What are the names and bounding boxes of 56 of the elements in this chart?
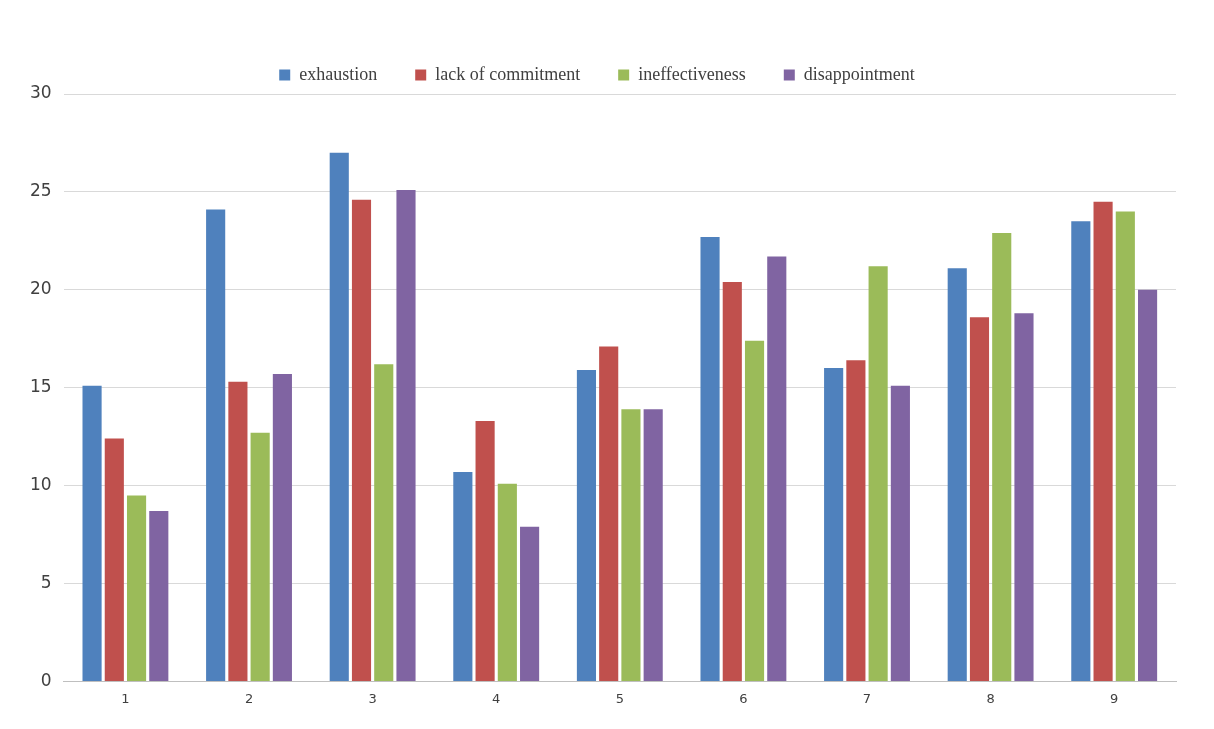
legend-label: disappointment [803, 63, 915, 84]
bar [992, 233, 1012, 681]
y-tick-label: 30 [29, 82, 52, 103]
bar [250, 432, 270, 681]
y-tick-label: 10 [29, 474, 52, 495]
bar [206, 209, 226, 681]
bar [722, 281, 742, 681]
legend-label: ineffectiveness [638, 63, 746, 84]
bar [890, 385, 910, 681]
bar [846, 360, 866, 681]
x-tick-label: 4 [492, 690, 501, 706]
bar [228, 381, 248, 681]
bar [700, 236, 720, 681]
y-tick-label: 15 [29, 376, 52, 397]
y-tick-label: 20 [29, 278, 52, 299]
bar [767, 256, 787, 681]
bar [868, 266, 888, 681]
bar [1115, 211, 1135, 681]
bar [272, 373, 292, 681]
bar [744, 340, 765, 681]
x-tick-label: 7 [862, 690, 872, 706]
bar [947, 268, 967, 681]
bar [497, 483, 517, 681]
bar [126, 495, 147, 681]
bar [329, 152, 349, 681]
bar [104, 438, 124, 681]
y-tick-label: 5 [40, 571, 52, 592]
bar [453, 471, 473, 681]
bar [374, 364, 394, 681]
x-tick-label: 5 [615, 690, 624, 706]
bar [824, 368, 844, 681]
bar [1138, 289, 1158, 681]
legend-label: exhaustion [299, 63, 378, 84]
legend-label: lack of commitment [435, 63, 581, 84]
bar [576, 370, 597, 681]
bar [351, 199, 372, 681]
y-tick-label: 25 [29, 180, 52, 201]
bar [621, 409, 641, 681]
x-tick-label: 8 [986, 690, 995, 706]
x-tick-label: 6 [739, 690, 748, 706]
bar [969, 317, 990, 681]
bar [1093, 201, 1113, 681]
bar [599, 346, 619, 681]
y-tick-label: 0 [40, 669, 52, 690]
x-tick-label: 2 [244, 690, 254, 706]
bar [643, 409, 663, 681]
bar [82, 385, 102, 681]
bar [1071, 221, 1091, 681]
bar [396, 189, 416, 681]
x-tick-label: 1 [121, 690, 130, 706]
bar [1014, 313, 1034, 681]
x-tick-label: 3 [368, 690, 377, 706]
bar [149, 511, 169, 681]
x-tick-label: 9 [1110, 690, 1119, 706]
bar [520, 526, 540, 681]
bar [475, 420, 495, 681]
